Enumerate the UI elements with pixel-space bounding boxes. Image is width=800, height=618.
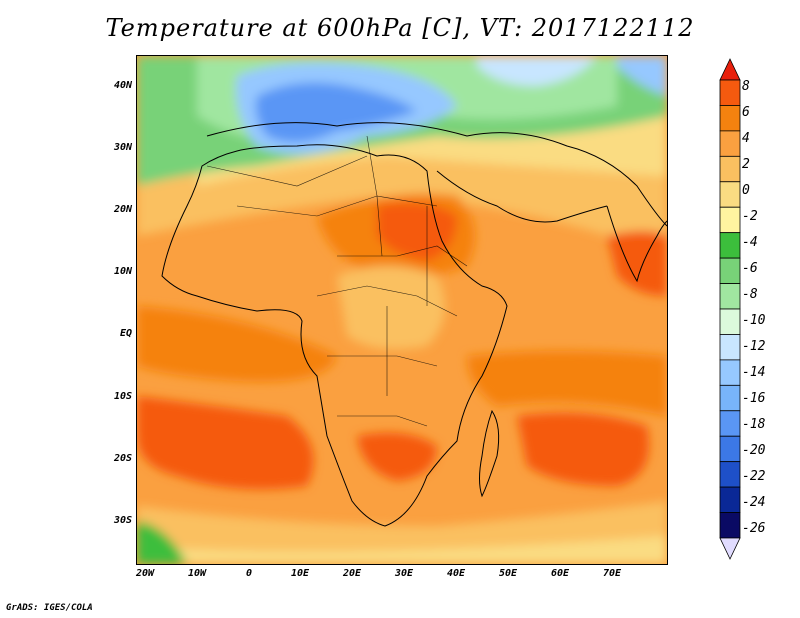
lat-label: 10S [113, 391, 132, 402]
colorbar-label: -10 [742, 313, 766, 328]
coastline [161, 122, 667, 527]
colorbar-segment [719, 435, 741, 463]
colorbar-label: 6 [742, 105, 750, 120]
colorbar-label: -8 [742, 287, 758, 302]
lon-label: 60E [550, 568, 570, 579]
colorbar-segment [719, 359, 741, 386]
colorbar-label: 2 [742, 157, 750, 172]
colorbar-segment [719, 257, 741, 284]
colorbar-segment [719, 384, 741, 412]
colorbar-segment [719, 181, 741, 208]
colorbar-segment [719, 308, 741, 335]
colorbar [719, 58, 741, 560]
colorbar-label: -18 [742, 417, 766, 432]
colorbar-segment [719, 461, 741, 488]
map-title: Temperature at 600hPa [C], VT: 201712211… [105, 14, 695, 42]
colorbar-label: -4 [742, 235, 758, 250]
lon-label: 70E [602, 568, 622, 579]
colorbar-label: -16 [742, 391, 766, 406]
colorbar-bottom-triangle [719, 537, 741, 560]
colorbar-label: 8 [742, 79, 750, 94]
colorbar-top-triangle [719, 58, 741, 81]
lon-label: 20E [342, 568, 362, 579]
colorbar-label: -26 [742, 521, 766, 536]
temperature-field [137, 56, 667, 564]
lon-label: 10W [187, 568, 207, 579]
colorbar-label: -22 [742, 469, 766, 484]
colorbar-label: 4 [742, 131, 750, 146]
lat-label: 20N [113, 204, 132, 215]
temperature-map [136, 55, 668, 565]
colorbar-label: -20 [742, 443, 766, 458]
colorbar-segment [719, 486, 741, 513]
colorbar-segment [719, 283, 741, 310]
colorbar-segment [719, 334, 741, 361]
lat-label: 30N [113, 142, 132, 153]
lon-label: 30E [394, 568, 414, 579]
colorbar-segment [719, 512, 741, 539]
lon-label: 20W [135, 568, 155, 579]
colorbar-segment [719, 155, 741, 183]
lat-label: 20S [113, 453, 132, 464]
lon-label: 0 [245, 568, 253, 579]
lat-label: 40N [113, 80, 132, 91]
colorbar-label: -6 [742, 261, 758, 276]
lat-label: 10N [113, 266, 132, 277]
lat-label: EQ [119, 328, 132, 339]
footer-credit: GrADS: IGES/COLA [6, 603, 93, 613]
colorbar-label: -12 [742, 339, 766, 354]
colorbar-segment [719, 232, 741, 259]
colorbar-segment [719, 79, 741, 106]
colorbar-label: -24 [742, 495, 766, 510]
lon-label: 50E [498, 568, 518, 579]
colorbar-segment [719, 206, 741, 234]
colorbar-segment [719, 410, 741, 437]
borders [206, 135, 468, 427]
colorbar-label: 0 [742, 183, 750, 198]
colorbar-label: -2 [742, 209, 758, 224]
lat-label: 30S [113, 515, 132, 526]
lon-label: 10E [290, 568, 310, 579]
colorbar-segment [719, 130, 741, 157]
colorbar-label: -14 [742, 365, 766, 380]
lon-label: 40E [446, 568, 466, 579]
colorbar-segment [719, 105, 741, 132]
